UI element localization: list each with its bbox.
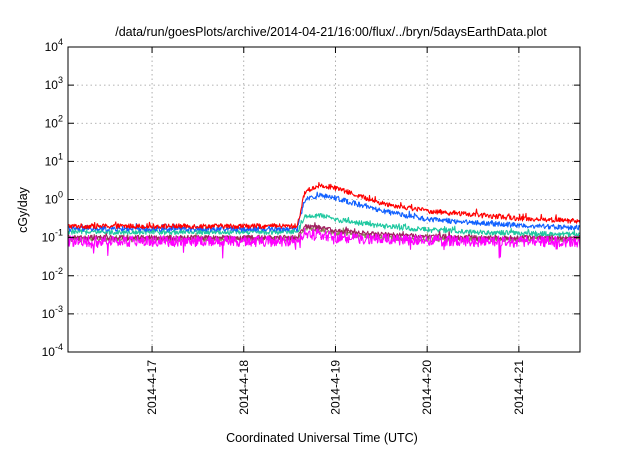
x-axis-label: Coordinated Universal Time (UTC): [226, 431, 418, 445]
y-tick-label: 10-4: [42, 342, 63, 359]
chart-title: /data/run/goesPlots/archive/2014-04-21/1…: [115, 25, 547, 39]
x-tick-label: 2014-4-19: [328, 360, 342, 415]
y-tick-label: 10-3: [42, 304, 63, 321]
plot-frame: [67, 46, 581, 353]
y-tick-label: 101: [45, 151, 63, 168]
x-tick-label: 2014-4-21: [512, 360, 526, 415]
y-tick-label: 104: [45, 37, 63, 54]
grid-lines: [68, 47, 580, 352]
y-tick-labels: 10-4 10-3 10-2 10-1 100 101 102 103 104: [42, 37, 63, 359]
axes: [67, 46, 581, 353]
series-line-1: [67, 191, 581, 232]
series-group: [67, 181, 581, 259]
y-tick-label: 103: [45, 75, 63, 92]
series-line-5: [67, 227, 581, 259]
y-tick-label: 100: [45, 190, 63, 207]
x-tick-labels: 2014-4-17 2014-4-18 2014-4-19 2014-4-20 2014…: [145, 360, 526, 415]
y-tick-label: 10-2: [42, 266, 63, 283]
x-tick-label: 2014-4-17: [145, 360, 159, 415]
series-line-0: [67, 181, 581, 230]
y-tick-label: 102: [45, 113, 63, 130]
y-axis-label: cGy/day: [16, 186, 30, 233]
series-line-2: [67, 213, 581, 238]
x-tick-label: 2014-4-20: [420, 360, 434, 415]
y-tick-label: 10-1: [42, 228, 63, 245]
x-tick-label: 2014-4-18: [237, 360, 251, 415]
